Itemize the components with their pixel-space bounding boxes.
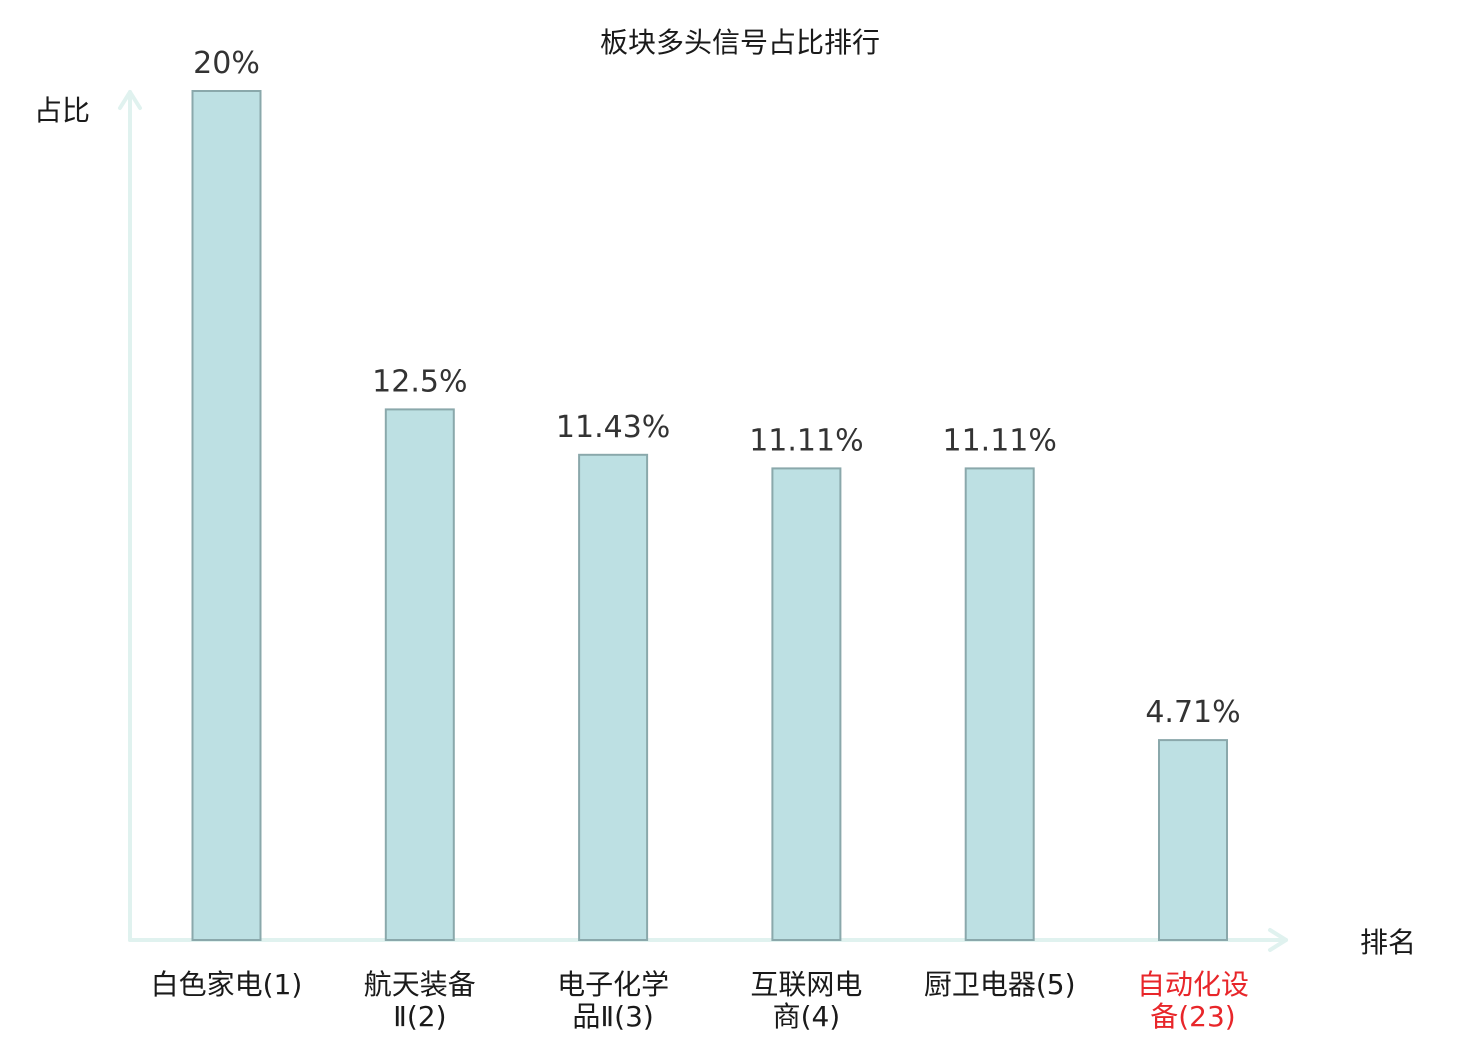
x-tick-label-line: 备(23)	[1150, 1000, 1235, 1033]
x-tick-label: 厨卫电器(5)	[924, 968, 1076, 1001]
x-tick-label: 航天装备 Ⅱ(2)	[364, 968, 476, 1033]
x-tick-label: 互联网电商(4)	[750, 968, 862, 1033]
bar	[578, 453, 649, 941]
tick-labels-group: 白色家电(1) 航天装备 Ⅱ(2) 电子化学品Ⅱ(3) 互联网电商(4) 厨卫电器(5) 自…	[151, 968, 1249, 1033]
x-tick-label-line: 品Ⅱ(3)	[572, 1000, 653, 1033]
bar	[384, 408, 455, 941]
x-tick-label: 自动化设备(23)	[1137, 968, 1249, 1033]
x-tick-label-line: 商(4)	[773, 1000, 841, 1033]
x-tick-label-line: 自动化设	[1137, 968, 1249, 1001]
y-axis-arrow	[118, 90, 142, 110]
x-axis-arrow	[1268, 928, 1288, 952]
bars-group	[191, 90, 1228, 941]
bar-value-label: 11.11%	[943, 423, 1057, 458]
y-axis-label: 占比	[34, 94, 90, 127]
x-tick-label-line: 厨卫电器(5)	[924, 968, 1076, 1001]
bar	[1158, 739, 1228, 941]
x-tick-label-line: 航天装备	[364, 968, 476, 1001]
bar	[771, 467, 842, 941]
x-tick-label: 白色家电(1)	[151, 968, 303, 1001]
chart-title: 板块多头信号占比排行	[600, 26, 880, 59]
bar-value-label: 11.11%	[749, 423, 863, 458]
axes	[118, 90, 1288, 952]
x-tick-label-line: 白色家电(1)	[151, 968, 303, 1001]
x-tick-label-line: Ⅱ(2)	[393, 1000, 446, 1033]
bar-value-label: 4.71%	[1145, 695, 1240, 730]
x-axis-label: 排名	[1360, 926, 1416, 959]
x-tick-label-line: 电子化学	[557, 968, 669, 1001]
x-tick-label-line: 互联网电	[750, 968, 862, 1001]
bar	[191, 90, 262, 941]
value-labels-group: 20% 12.5% 11.43% 11.11% 11.11% 4.71%	[193, 46, 1241, 730]
bar-value-label: 11.43%	[556, 410, 670, 445]
bar-value-label: 12.5%	[372, 364, 467, 399]
bar	[964, 467, 1035, 941]
x-tick-label: 电子化学品Ⅱ(3)	[557, 968, 669, 1033]
bar-value-label: 20%	[193, 46, 260, 81]
